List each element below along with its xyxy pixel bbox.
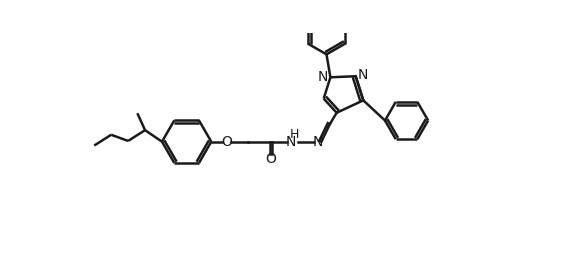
Text: H: H <box>290 128 299 141</box>
Text: N: N <box>358 68 368 83</box>
Text: N: N <box>317 70 328 84</box>
Text: O: O <box>266 152 276 166</box>
Text: N: N <box>286 135 296 149</box>
Text: N: N <box>312 135 323 149</box>
Text: O: O <box>221 135 232 149</box>
